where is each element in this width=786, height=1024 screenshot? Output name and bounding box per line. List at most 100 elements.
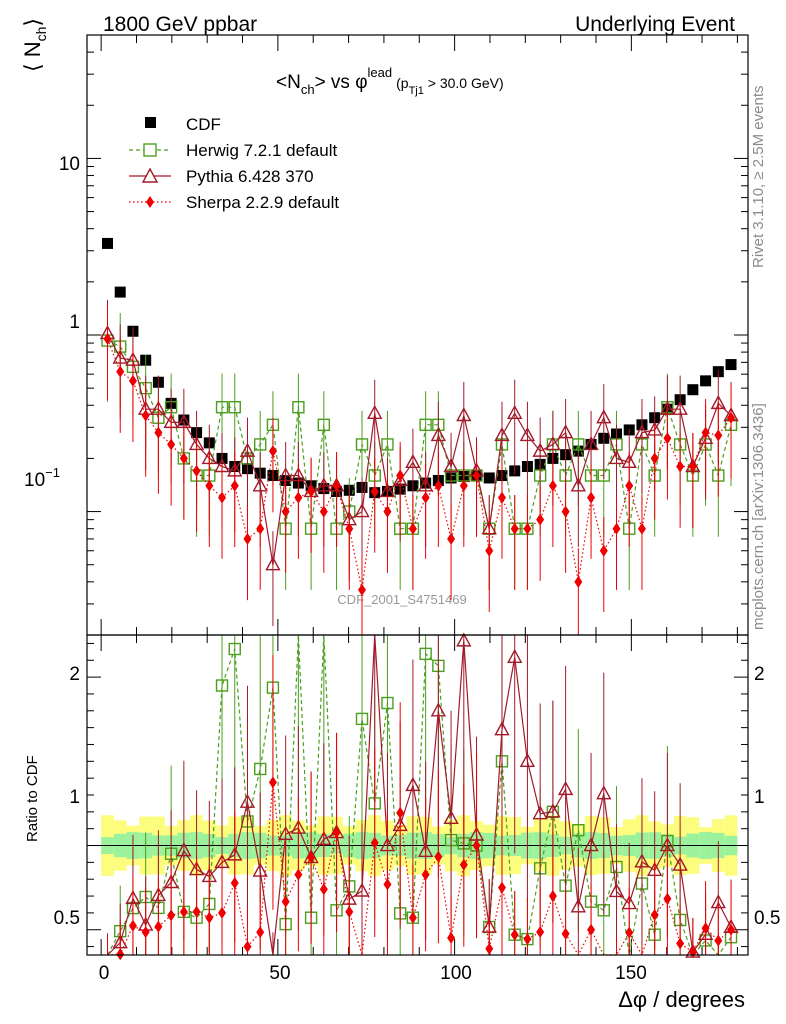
point-herwig-ratio (355, 712, 369, 726)
series-layer (99, 237, 739, 961)
point-pythia (354, 503, 370, 518)
point-sherpa-ratio (587, 923, 596, 936)
point-sherpa-ratio (294, 868, 303, 881)
point-sherpa-ratio (510, 928, 519, 941)
point-sherpa-ratio (307, 851, 316, 864)
point-sherpa-ratio (332, 826, 341, 839)
point-sherpa (179, 452, 188, 465)
point-sherpa (358, 583, 367, 596)
y-tick-label-0.1: 10−1 (24, 465, 60, 491)
point-sherpa (548, 479, 557, 492)
point-sherpa (447, 532, 456, 545)
point-sherpa (637, 522, 646, 535)
point-pythia (545, 435, 561, 451)
point-pythia (570, 477, 587, 492)
point-herwig-ratio (228, 642, 241, 656)
point-pythia-ratio (405, 776, 421, 792)
line-sherpa-main (106, 338, 732, 591)
point-sherpa-ratio (447, 931, 456, 944)
point-sherpa-ratio (536, 926, 545, 939)
point-sherpa (256, 522, 265, 535)
point-pythia-ratio (672, 856, 688, 871)
point-sherpa (676, 460, 685, 473)
point-sherpa (599, 544, 608, 557)
point-sherpa (243, 532, 252, 545)
point-pythia-ratio (570, 898, 587, 913)
point-sherpa-ratio (345, 905, 354, 918)
legend-marker-herwig (143, 143, 157, 157)
point-sherpa (370, 485, 379, 498)
point-sherpa-ratio (523, 933, 532, 946)
x-tick-label-100: 100 (440, 963, 472, 984)
point-sherpa (116, 365, 125, 378)
point-pythia-ratio (596, 785, 612, 800)
legend-label-herwig: Herwig 7.2.1 default (186, 141, 337, 160)
point-cdf (687, 384, 699, 396)
point-sherpa (383, 505, 392, 518)
point-sherpa-ratio (625, 926, 634, 939)
header-left: 1800 GeV ppbar (103, 13, 257, 36)
point-sherpa-ratio (116, 948, 125, 961)
point-sherpa-ratio (192, 905, 201, 918)
ratio-tick-label-right-0.5: 0.5 (754, 908, 780, 929)
point-sherpa-ratio (714, 934, 723, 947)
ratio-panel-frame (86, 634, 749, 956)
y-axis-label: ⟨ Nch⟩ (20, 18, 49, 72)
point-pythia (494, 426, 510, 442)
axes-ticks (87, 34, 748, 955)
point-sherpa (205, 479, 214, 492)
point-sherpa (625, 479, 634, 492)
point-sherpa-ratio (561, 927, 570, 940)
point-sherpa-ratio (663, 892, 672, 905)
point-sherpa (345, 522, 354, 535)
point-sherpa (714, 429, 723, 442)
point-herwig-ratio (254, 762, 267, 776)
point-pythia (443, 458, 459, 473)
point-pythia-ratio (239, 793, 256, 808)
point-pythia (532, 442, 548, 457)
point-pythia (634, 424, 650, 439)
point-pythia-ratio (532, 805, 548, 820)
point-sherpa-ratio (179, 905, 188, 918)
point-sherpa-ratio (396, 806, 405, 819)
point-sherpa-ratio (230, 876, 239, 889)
point-sherpa-ratio (676, 937, 685, 950)
point-cdf (483, 472, 495, 484)
point-pythia (405, 453, 421, 469)
y-tick-label-1: 1 (69, 312, 80, 333)
ratio-tick-label-0.5: 0.5 (54, 908, 80, 929)
plot-title: <Nch> vs φlead(pTj1 > 30.0 GeV) (276, 65, 504, 97)
x-tick-label-50: 50 (269, 963, 290, 984)
point-sherpa (294, 491, 303, 504)
point-sherpa-ratio (268, 776, 277, 789)
point-sherpa (192, 464, 201, 477)
point-sherpa-ratio (497, 881, 506, 894)
point-cdf (725, 359, 737, 371)
point-herwig-ratio (381, 696, 394, 710)
point-herwig (292, 401, 305, 414)
point-sherpa-ratio (370, 836, 379, 849)
point-sherpa-ratio (421, 868, 430, 881)
point-sherpa (497, 491, 506, 504)
x-tick-label-0: 0 (99, 963, 110, 984)
point-pythia-ratio (583, 837, 599, 852)
rivet-label: Rivet 3.1.10, ≥ 2.5M events (750, 86, 767, 269)
point-sherpa (523, 522, 532, 535)
x-axis-label: Δφ / degrees (618, 987, 745, 1012)
point-sherpa (510, 522, 519, 535)
x-tick-label-150: 150 (615, 963, 647, 984)
point-sherpa (727, 411, 736, 424)
point-herwig (228, 401, 241, 414)
point-pythia-ratio (634, 853, 650, 868)
point-sherpa (459, 479, 468, 492)
point-pythia (430, 426, 447, 442)
point-herwig (355, 438, 369, 451)
point-sherpa-ratio (154, 920, 163, 933)
ratio-tick-label-2: 2 (69, 664, 80, 685)
line-herwig-main (107, 340, 732, 531)
point-sherpa (103, 332, 112, 345)
point-pythia-ratio (252, 862, 268, 877)
point-sherpa-ratio (281, 895, 290, 908)
point-sherpa-ratio (472, 839, 481, 852)
